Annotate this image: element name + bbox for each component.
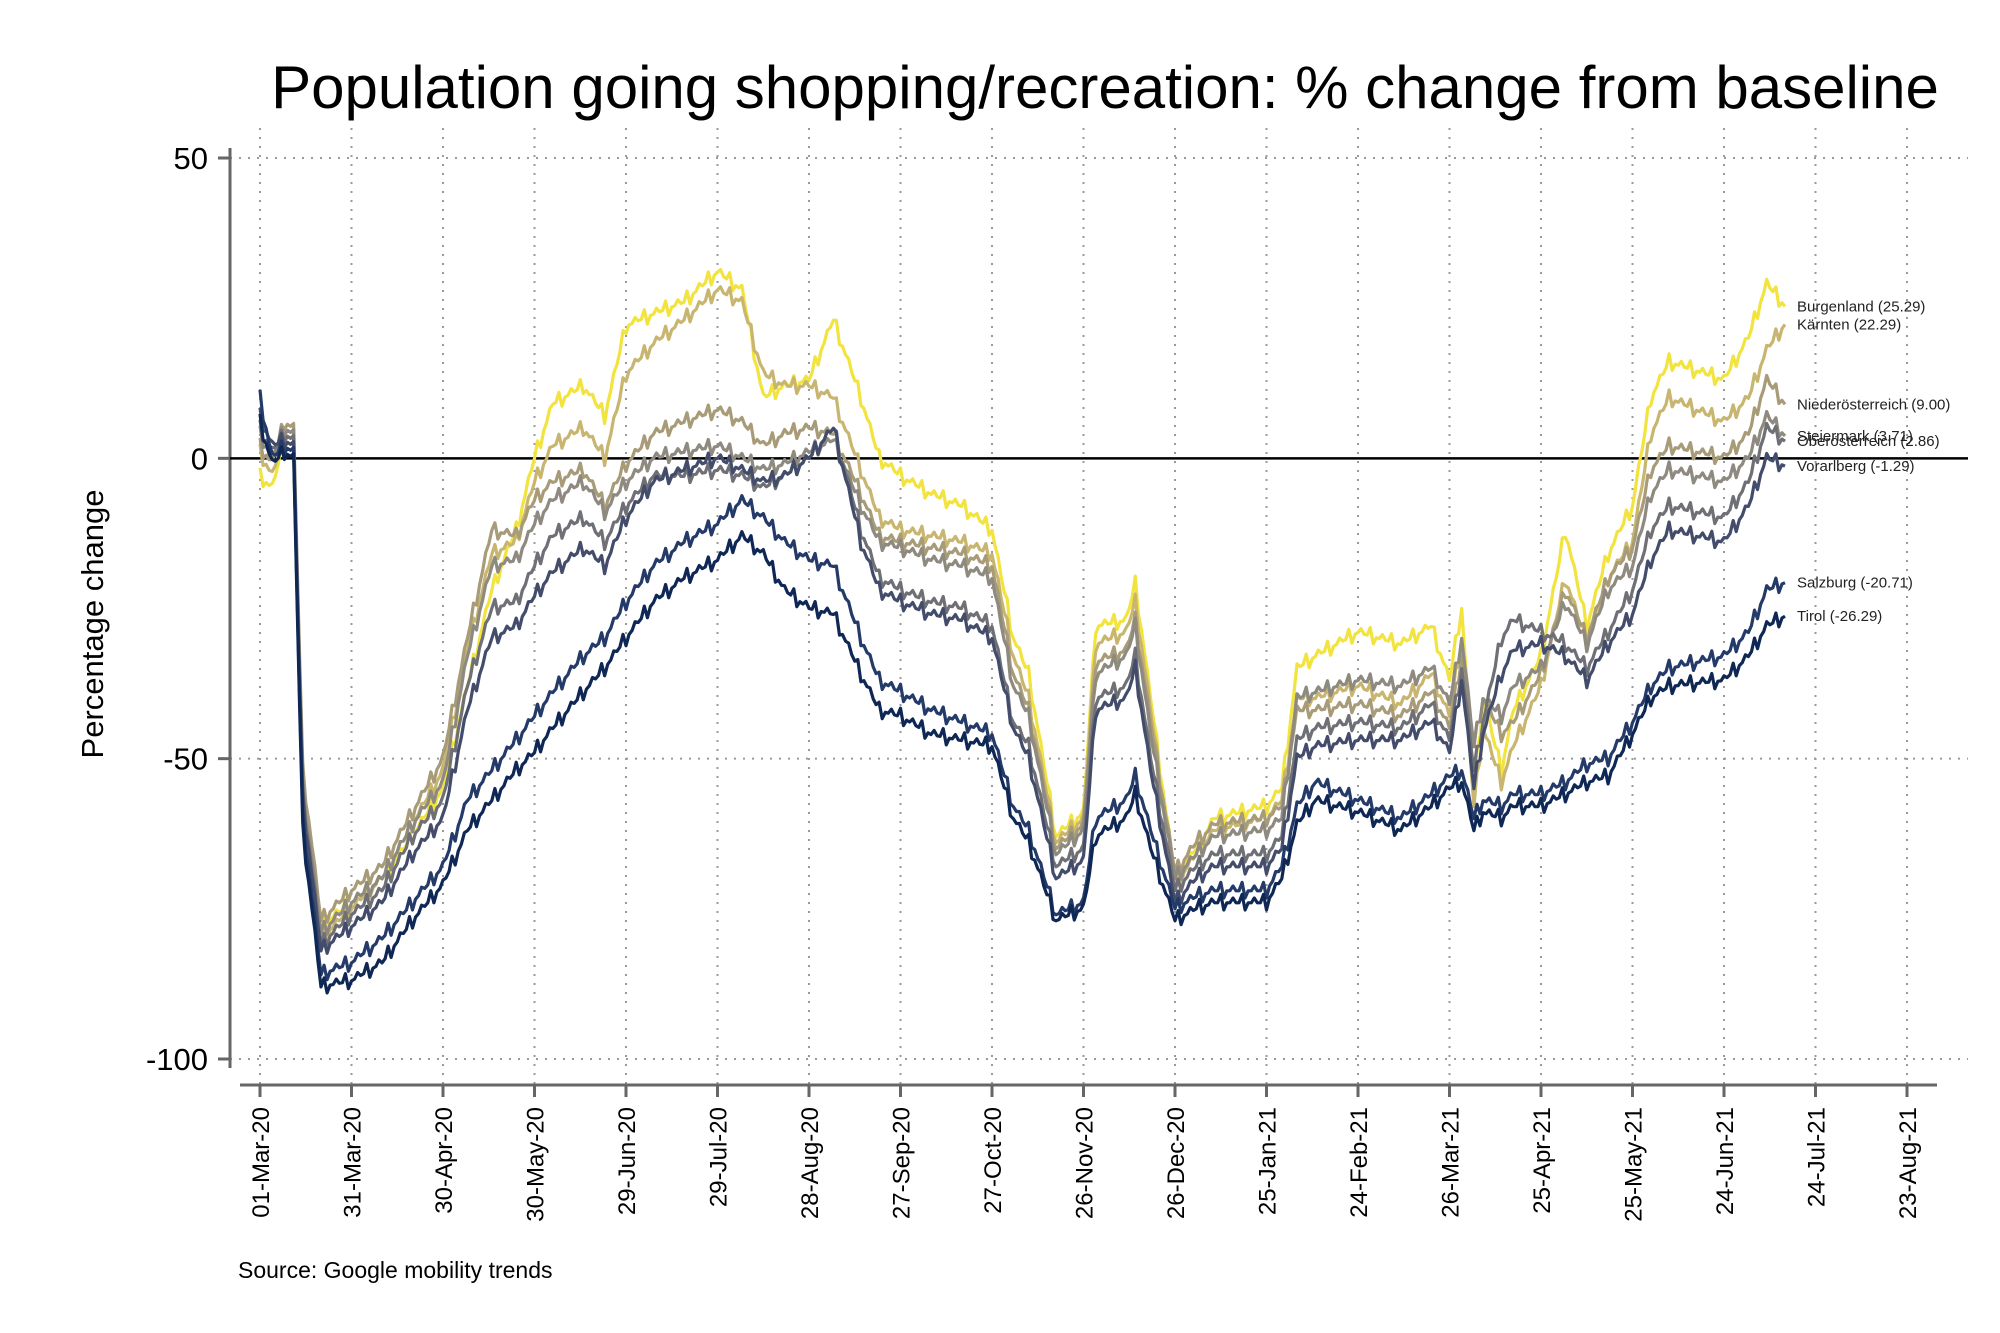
y-tick-label: -50 <box>163 742 208 777</box>
x-tick-label: 30-Apr-20 <box>431 1107 458 1214</box>
end-label-burgenland: Burgenland (25.29) <box>1797 298 1925 315</box>
x-tick-label: 27-Sep-20 <box>889 1107 916 1219</box>
x-tick-label: 27-Oct-20 <box>980 1107 1007 1214</box>
x-tick-label: 26-Mar-21 <box>1438 1107 1465 1218</box>
end-label-niederösterreich: Niederösterreich (9.00) <box>1797 396 1950 413</box>
x-tick-label: 25-May-21 <box>1621 1107 1648 1222</box>
x-tick-label: 24-Jun-21 <box>1712 1107 1739 1215</box>
end-label-oberösterreich: Oberösterreich (2.86) <box>1797 433 1940 450</box>
x-axis: 01-Mar-20 31-Mar-20 30-Apr-20 30-May-20 29-J… <box>240 1083 1937 1222</box>
x-tick-label: 29-Jul-20 <box>706 1107 733 1207</box>
end-label-kärnten: Kärnten (22.29) <box>1797 316 1901 333</box>
x-tick-label: 23-Aug-21 <box>1895 1107 1922 1219</box>
x-tick-label: 25-Apr-21 <box>1529 1107 1556 1214</box>
end-label-vorarlberg: Vorarlberg (-1.29) <box>1797 458 1915 475</box>
series-line-steiermark <box>258 409 1787 936</box>
y-axis-label: Percentage change <box>75 490 110 759</box>
series-line-tirol <box>258 413 1786 995</box>
y-tick-label: 50 <box>174 141 208 176</box>
x-tick-label: 30-May-20 <box>523 1107 550 1222</box>
series-line-oberösterreich <box>258 419 1786 948</box>
x-tick-label: 24-Feb-21 <box>1346 1107 1373 1218</box>
series-line-kärnten <box>258 285 1787 942</box>
end-label-tirol: Tirol (-26.29) <box>1797 608 1882 625</box>
y-axis: 50 0 -50 -100 <box>146 141 232 1077</box>
x-tick-label: 24-Jul-21 <box>1804 1107 1831 1207</box>
series-line-vorarlberg <box>258 407 1786 955</box>
grid-lines <box>230 128 1968 1085</box>
y-tick-label: -100 <box>146 1042 208 1077</box>
x-tick-label: 28-Aug-20 <box>797 1107 824 1219</box>
x-tick-label: 26-Dec-20 <box>1163 1107 1190 1219</box>
series-line-salzburg <box>258 389 1786 982</box>
end-label-salzburg: Salzburg (-20.71) <box>1797 575 1913 592</box>
x-tick-label: 29-Jun-20 <box>614 1107 641 1215</box>
source-note: Source: Google mobility trends <box>238 1257 553 1283</box>
y-tick-label: 0 <box>191 441 208 476</box>
series-end-labels: Burgenland (25.29)Kärnten (22.29) Niederö… <box>1797 298 1950 625</box>
end-label-steiermark: Steiermark (3.71) <box>1797 428 1913 445</box>
chart-title: Population going shopping/recreation: % … <box>271 54 1939 121</box>
series-lines <box>258 268 1787 995</box>
x-tick-label: 25-Jan-21 <box>1255 1107 1282 1215</box>
series-line-niederösterreich <box>258 373 1787 924</box>
x-tick-label: 26-Nov-20 <box>1072 1107 1099 1219</box>
x-tick-label: 31-Mar-20 <box>340 1107 367 1218</box>
x-tick-label: 01-Mar-20 <box>248 1107 275 1218</box>
